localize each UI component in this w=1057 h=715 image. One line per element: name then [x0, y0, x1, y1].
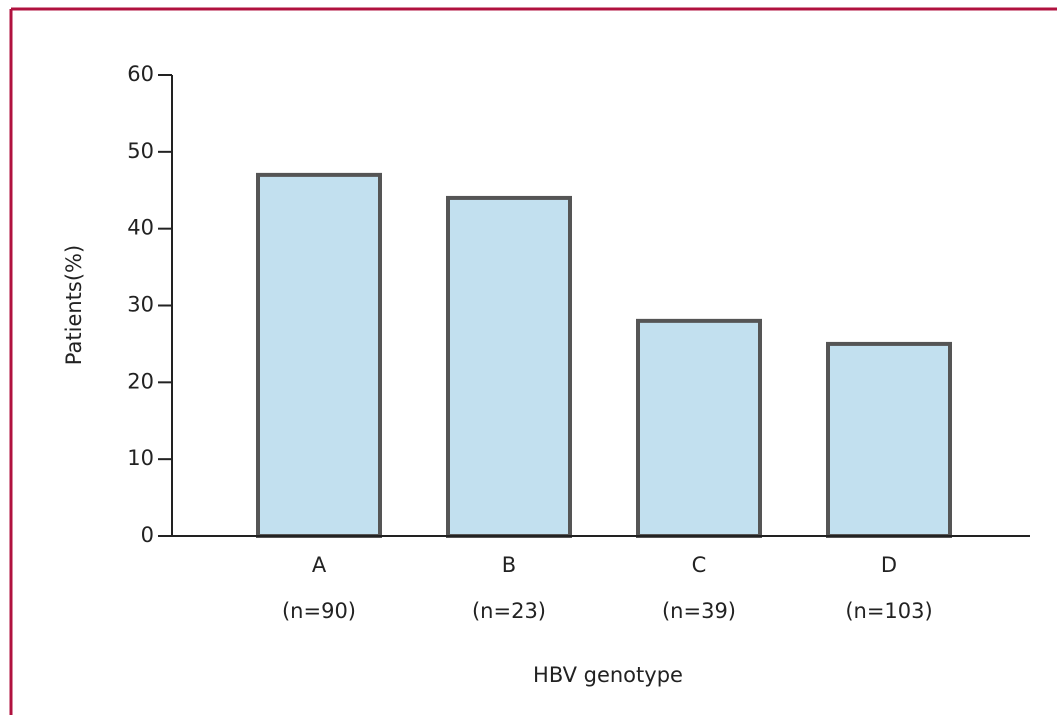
bar — [256, 172, 382, 538]
y-tick-label: 60 — [127, 62, 154, 86]
y-axis-title: Patients(%) — [62, 245, 86, 365]
y-tick-label: 10 — [127, 446, 154, 470]
y-tick-label: 40 — [127, 216, 154, 240]
x-tick-note: (n=103) — [845, 599, 932, 623]
y-tick-label: 0 — [141, 523, 154, 547]
x-tick-note: (n=23) — [472, 599, 546, 623]
bar — [826, 341, 952, 538]
bar — [446, 195, 572, 539]
x-tick-label: C — [692, 553, 707, 577]
x-tick-label: D — [881, 553, 897, 577]
x-tick-label: A — [312, 553, 327, 577]
x-tick-note: (n=39) — [662, 599, 736, 623]
bar — [636, 318, 762, 538]
y-tick-label: 30 — [127, 293, 154, 317]
y-tick-label: 50 — [127, 139, 154, 163]
y-tick-label: 20 — [127, 369, 154, 393]
x-tick-note: (n=90) — [282, 599, 356, 623]
x-axis-title: HBV genotype — [533, 663, 683, 687]
x-tick-label: B — [502, 553, 516, 577]
